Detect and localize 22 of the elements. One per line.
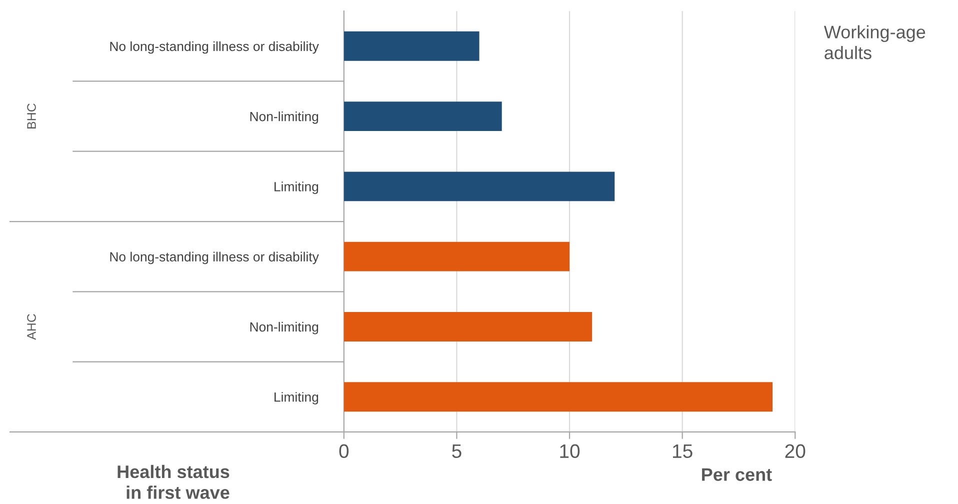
bar — [344, 312, 592, 342]
text: Working-age adults — [824, 25, 926, 60]
y-tick-label: Limiting — [274, 182, 318, 194]
bar — [344, 172, 615, 202]
y-tick-label: Non-limiting — [250, 112, 318, 124]
x-tick-label: 0 — [339, 444, 349, 458]
x-tick-label: 5 — [452, 444, 462, 458]
x-axis-title: Per cent — [702, 468, 772, 481]
x-tick-label: 10 — [560, 444, 580, 458]
bar — [344, 31, 480, 61]
text: BHC — [27, 104, 36, 128]
bar — [344, 242, 570, 272]
bar — [344, 102, 502, 132]
text: AHC — [27, 314, 36, 340]
x-tick-label: 20 — [785, 444, 806, 458]
y-tick-label: No long-standing illness or disability — [110, 41, 319, 54]
y-tick-label: Limiting — [274, 392, 318, 404]
bar — [344, 382, 773, 412]
y-axis-title: Health status in first wave — [118, 464, 230, 499]
y-tick-label: Non-limiting — [250, 322, 318, 334]
y-tick-label: No long-standing illness or disability — [110, 252, 319, 264]
x-tick-label: 15 — [673, 444, 692, 458]
